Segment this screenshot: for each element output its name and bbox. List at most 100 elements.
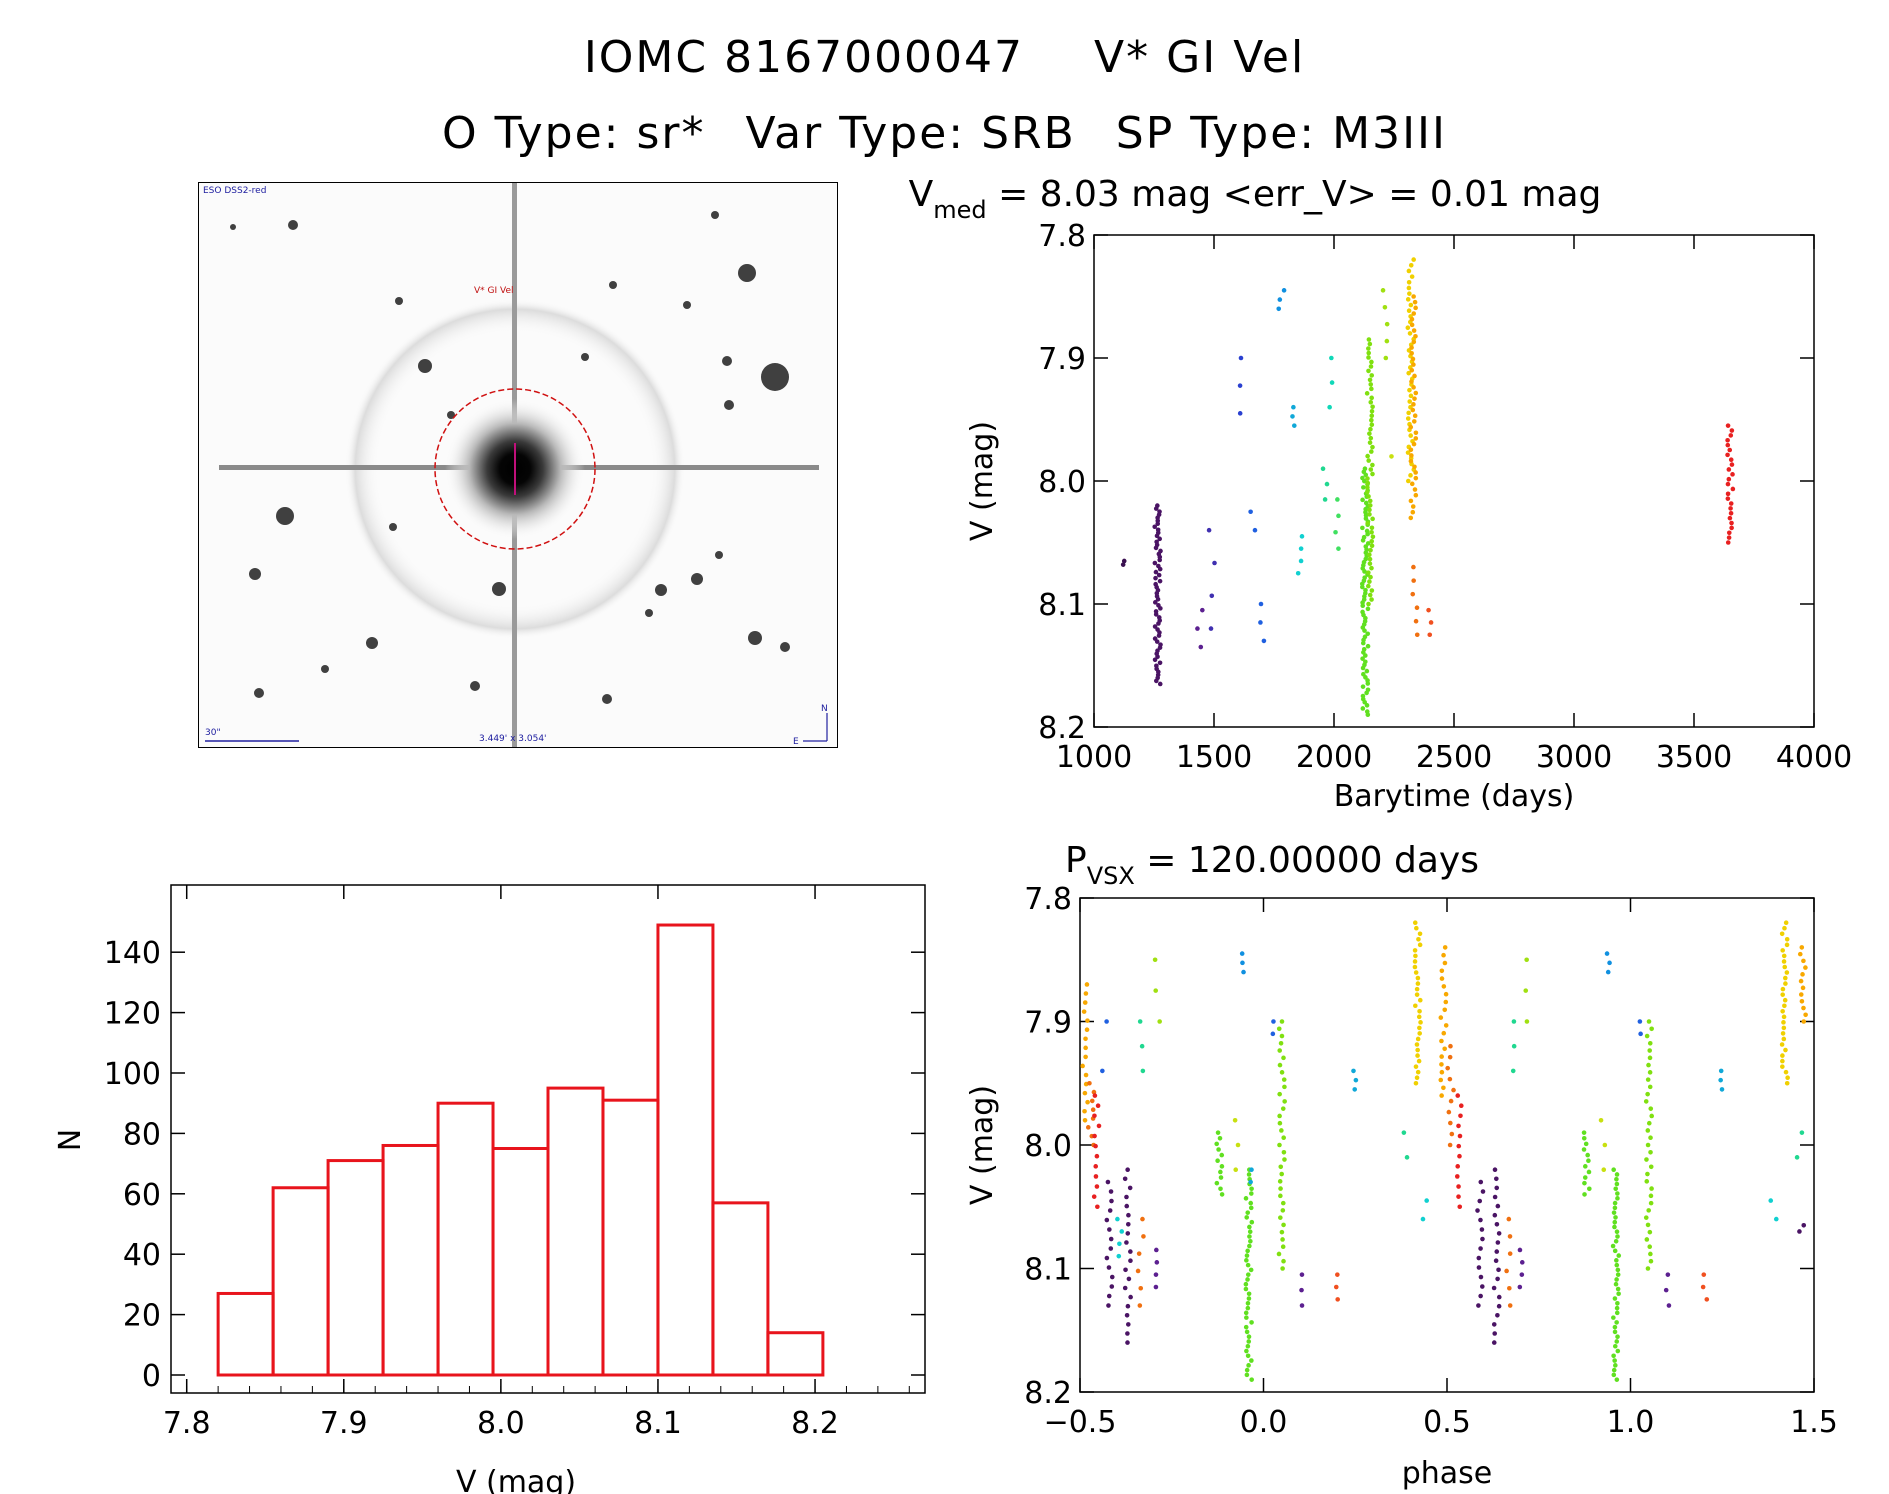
ph-point <box>1614 1310 1620 1316</box>
lc-point <box>1362 575 1367 580</box>
ph-point <box>1447 1142 1453 1148</box>
ph-point <box>1241 969 1246 975</box>
ph-ytick-label: 8.2 <box>1024 1376 1072 1411</box>
ph-point <box>1645 1266 1651 1271</box>
ph-point <box>1245 1305 1251 1311</box>
ph-point <box>1478 1293 1483 1299</box>
ph-point <box>1245 1277 1250 1282</box>
ph-point <box>1647 1040 1653 1046</box>
field-star <box>366 637 378 649</box>
ph-point <box>1137 1019 1143 1024</box>
ph-point <box>1780 1058 1785 1064</box>
ph-xlabel: phase <box>1402 1456 1493 1491</box>
lc-point <box>1152 600 1158 605</box>
ph-point <box>1615 1301 1620 1306</box>
lc-point <box>1369 386 1374 392</box>
ph-point <box>1780 1008 1785 1014</box>
lc-point <box>1412 396 1417 401</box>
hist-ytick-label: 0 <box>142 1359 161 1394</box>
ph-ytick-label: 8.0 <box>1024 1129 1072 1164</box>
ph-point <box>1456 1184 1461 1189</box>
star-id: IOMC 8167000047 <box>583 32 1025 83</box>
ph-point <box>1280 1106 1286 1111</box>
ph-point <box>1803 1012 1808 1018</box>
ph-point <box>1611 1167 1616 1172</box>
lc-point <box>1156 563 1161 569</box>
ph-point <box>1080 1063 1085 1069</box>
ph-point <box>1280 1244 1286 1250</box>
ph-point <box>1476 1265 1482 1270</box>
ph-point <box>1082 1000 1088 1005</box>
lc-point <box>1366 583 1371 589</box>
ph-point <box>1122 1176 1128 1182</box>
ph-point <box>1219 1192 1225 1197</box>
lc-point <box>1154 533 1160 539</box>
lc-point <box>1725 481 1731 487</box>
lc-point <box>1156 615 1162 620</box>
ph-point <box>1456 1194 1461 1199</box>
ph-point <box>1602 1142 1608 1148</box>
ph-point <box>1216 1147 1221 1152</box>
lc-point <box>1155 648 1160 653</box>
lc-point <box>1156 603 1161 608</box>
ph-point <box>1614 1377 1620 1382</box>
ph-point <box>1152 957 1158 963</box>
ph-point <box>1506 1216 1512 1222</box>
ph-point <box>1412 920 1418 925</box>
ph-point <box>1438 1077 1444 1083</box>
ph-point <box>1781 959 1787 964</box>
lc-point <box>1370 534 1376 540</box>
ph-point <box>1612 1200 1618 1206</box>
lc-point <box>1410 356 1416 362</box>
lc-point <box>1360 706 1366 711</box>
ph-point <box>1085 1099 1090 1105</box>
ph-point <box>1279 1128 1284 1133</box>
ph-point <box>1277 1142 1282 1148</box>
ph-point <box>1701 1272 1707 1277</box>
lc-point <box>1155 675 1160 681</box>
lc-point <box>1725 496 1731 501</box>
ph-point <box>1415 1053 1420 1058</box>
lc-point <box>1156 512 1162 517</box>
ph-point <box>1781 1014 1787 1020</box>
ph-point <box>1441 1030 1447 1036</box>
lc-point <box>1157 566 1163 572</box>
ph-point <box>1270 1031 1276 1037</box>
ph-point <box>1447 1076 1453 1082</box>
lc-point <box>1410 504 1416 509</box>
lc-point <box>1361 578 1367 584</box>
ph-point <box>1299 1303 1305 1308</box>
field-star <box>683 301 691 309</box>
ph-point <box>1773 1216 1779 1222</box>
lc-point <box>1405 416 1411 421</box>
ph-point <box>1281 1077 1287 1082</box>
ph-point <box>1479 1284 1485 1289</box>
lc-point <box>1406 268 1412 274</box>
lc-point <box>1406 370 1411 376</box>
ph-point <box>1087 1080 1092 1086</box>
ph-point <box>1091 1194 1097 1199</box>
ph-point <box>1443 991 1449 997</box>
ph-point <box>1718 1068 1724 1074</box>
lc-point <box>1155 597 1161 602</box>
ph-point <box>1245 1210 1251 1215</box>
ph-point <box>1417 997 1423 1003</box>
lc-point <box>1361 485 1366 490</box>
ph-point <box>1420 1216 1426 1222</box>
lc-point <box>1412 299 1418 305</box>
lc-point <box>1369 408 1375 414</box>
lc-point <box>1258 620 1263 625</box>
ph-point <box>1798 978 1804 984</box>
ph-point <box>1794 1155 1800 1160</box>
lc-point <box>1726 476 1732 482</box>
ph-point <box>1276 1251 1282 1257</box>
ph-point <box>1246 1167 1252 1172</box>
lc-point <box>1361 469 1367 475</box>
ph-point <box>1243 1281 1249 1287</box>
ph-point <box>1244 1329 1250 1335</box>
ph-point <box>1612 1248 1618 1254</box>
ph-point <box>1244 1253 1250 1258</box>
hist-ytick-label: 60 <box>123 1178 161 1213</box>
ph-point <box>1281 1149 1287 1155</box>
lc-point <box>1405 297 1411 302</box>
